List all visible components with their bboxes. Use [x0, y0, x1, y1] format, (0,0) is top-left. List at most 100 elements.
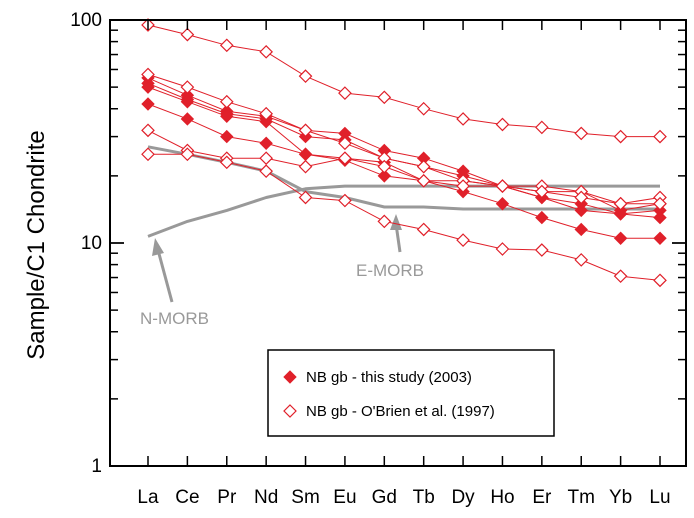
reference-curve-2 — [147, 184, 660, 238]
data-point — [416, 222, 431, 237]
data-point — [613, 129, 628, 144]
data-point — [338, 136, 352, 151]
data-point — [534, 120, 549, 135]
x-tick-label: Tm — [568, 487, 595, 508]
data-point — [574, 190, 589, 205]
data-point — [653, 231, 667, 245]
data-point — [377, 90, 392, 105]
x-tick-label: Tb — [413, 487, 435, 508]
data-point — [141, 80, 155, 94]
n-morb-label: N-MORB — [140, 309, 209, 328]
data-point — [456, 233, 470, 247]
data-point — [653, 210, 667, 225]
x-tick-label: Yb — [609, 487, 632, 508]
x-tick-label: Pr — [217, 487, 237, 508]
series-line — [147, 73, 661, 205]
reference-curves: E-MORB N-MORB — [140, 145, 660, 328]
x-tick-label: Er — [532, 487, 552, 508]
data-point — [456, 179, 470, 193]
x-tick-label: Ce — [175, 487, 199, 508]
data-point — [180, 112, 195, 126]
data-point — [377, 169, 392, 183]
data-point — [377, 214, 392, 229]
data-point — [180, 95, 195, 109]
series-6 — [141, 67, 667, 211]
n-morb-arrow — [156, 249, 174, 303]
x-tick-label: Nd — [254, 487, 278, 508]
y-axis-label: Sample/C1 Chondrite — [23, 130, 50, 359]
sample-series — [141, 18, 667, 288]
data-point — [613, 207, 628, 221]
data-point — [219, 94, 234, 109]
x-tick-label: La — [137, 487, 159, 508]
data-point — [220, 109, 234, 123]
data-point — [653, 129, 667, 144]
data-point — [495, 242, 510, 256]
x-tick-label: Lu — [649, 487, 670, 508]
data-point — [456, 112, 470, 126]
data-point — [259, 114, 273, 129]
data-point — [259, 164, 274, 178]
data-point — [298, 159, 313, 174]
e-morb-label: E-MORB — [356, 261, 424, 280]
data-point — [219, 155, 234, 170]
data-point — [613, 231, 628, 245]
y-tick-label: 10 — [81, 233, 102, 254]
data-point — [574, 203, 588, 218]
legend-label: NB gb - O'Brien et al. (1997) — [306, 403, 495, 420]
data-point — [298, 190, 313, 205]
y-tick-label: 100 — [70, 10, 102, 31]
x-tick-label: Dy — [451, 487, 475, 508]
series-line — [147, 24, 660, 138]
e-morb-arrow-head — [390, 214, 402, 230]
data-point — [495, 117, 510, 132]
series-7 — [141, 123, 667, 211]
plot-frame: 1 10 100 La Ce Pr Nd Sm Eu Gd Tb Dy Ho Er Tm Yb Lu — [70, 10, 687, 508]
data-point — [495, 197, 510, 211]
data-point — [298, 147, 313, 161]
legend-box — [267, 349, 555, 437]
data-point — [338, 193, 352, 208]
series-8 — [141, 147, 667, 288]
n-morb-arrow-head — [152, 238, 164, 256]
data-point — [141, 97, 155, 111]
data-point — [338, 151, 352, 166]
x-tick-label: Eu — [333, 487, 356, 508]
x-tick-label: Gd — [372, 487, 397, 508]
data-point — [180, 27, 195, 42]
data-point — [141, 147, 155, 162]
data-point — [219, 38, 234, 53]
x-tick-label: Sm — [291, 487, 320, 508]
legend-marker — [283, 370, 297, 384]
data-point — [338, 86, 352, 100]
series-line — [148, 153, 661, 281]
legend-label: NB gb - this study (2003) — [306, 369, 472, 386]
series-line — [147, 103, 660, 239]
data-point — [220, 129, 234, 144]
x-tick-label: Ho — [490, 487, 514, 508]
data-point — [180, 147, 195, 162]
data-point — [613, 196, 628, 211]
data-point — [377, 159, 392, 174]
legend-marker — [283, 404, 297, 418]
data-point — [574, 126, 589, 141]
series-1 — [141, 71, 667, 218]
data-point — [416, 101, 431, 116]
data-point — [495, 179, 510, 193]
data-point — [534, 243, 549, 257]
data-point — [298, 69, 313, 84]
series-5 — [141, 18, 667, 144]
data-point — [574, 253, 589, 267]
data-point — [653, 273, 667, 288]
series-line — [147, 86, 661, 219]
data-point — [259, 136, 273, 150]
data-point — [259, 106, 274, 121]
data-point — [535, 210, 549, 225]
data-point — [574, 222, 588, 237]
data-point — [653, 196, 667, 211]
data-point — [141, 67, 155, 82]
data-point — [613, 269, 628, 284]
data-point — [534, 184, 549, 199]
